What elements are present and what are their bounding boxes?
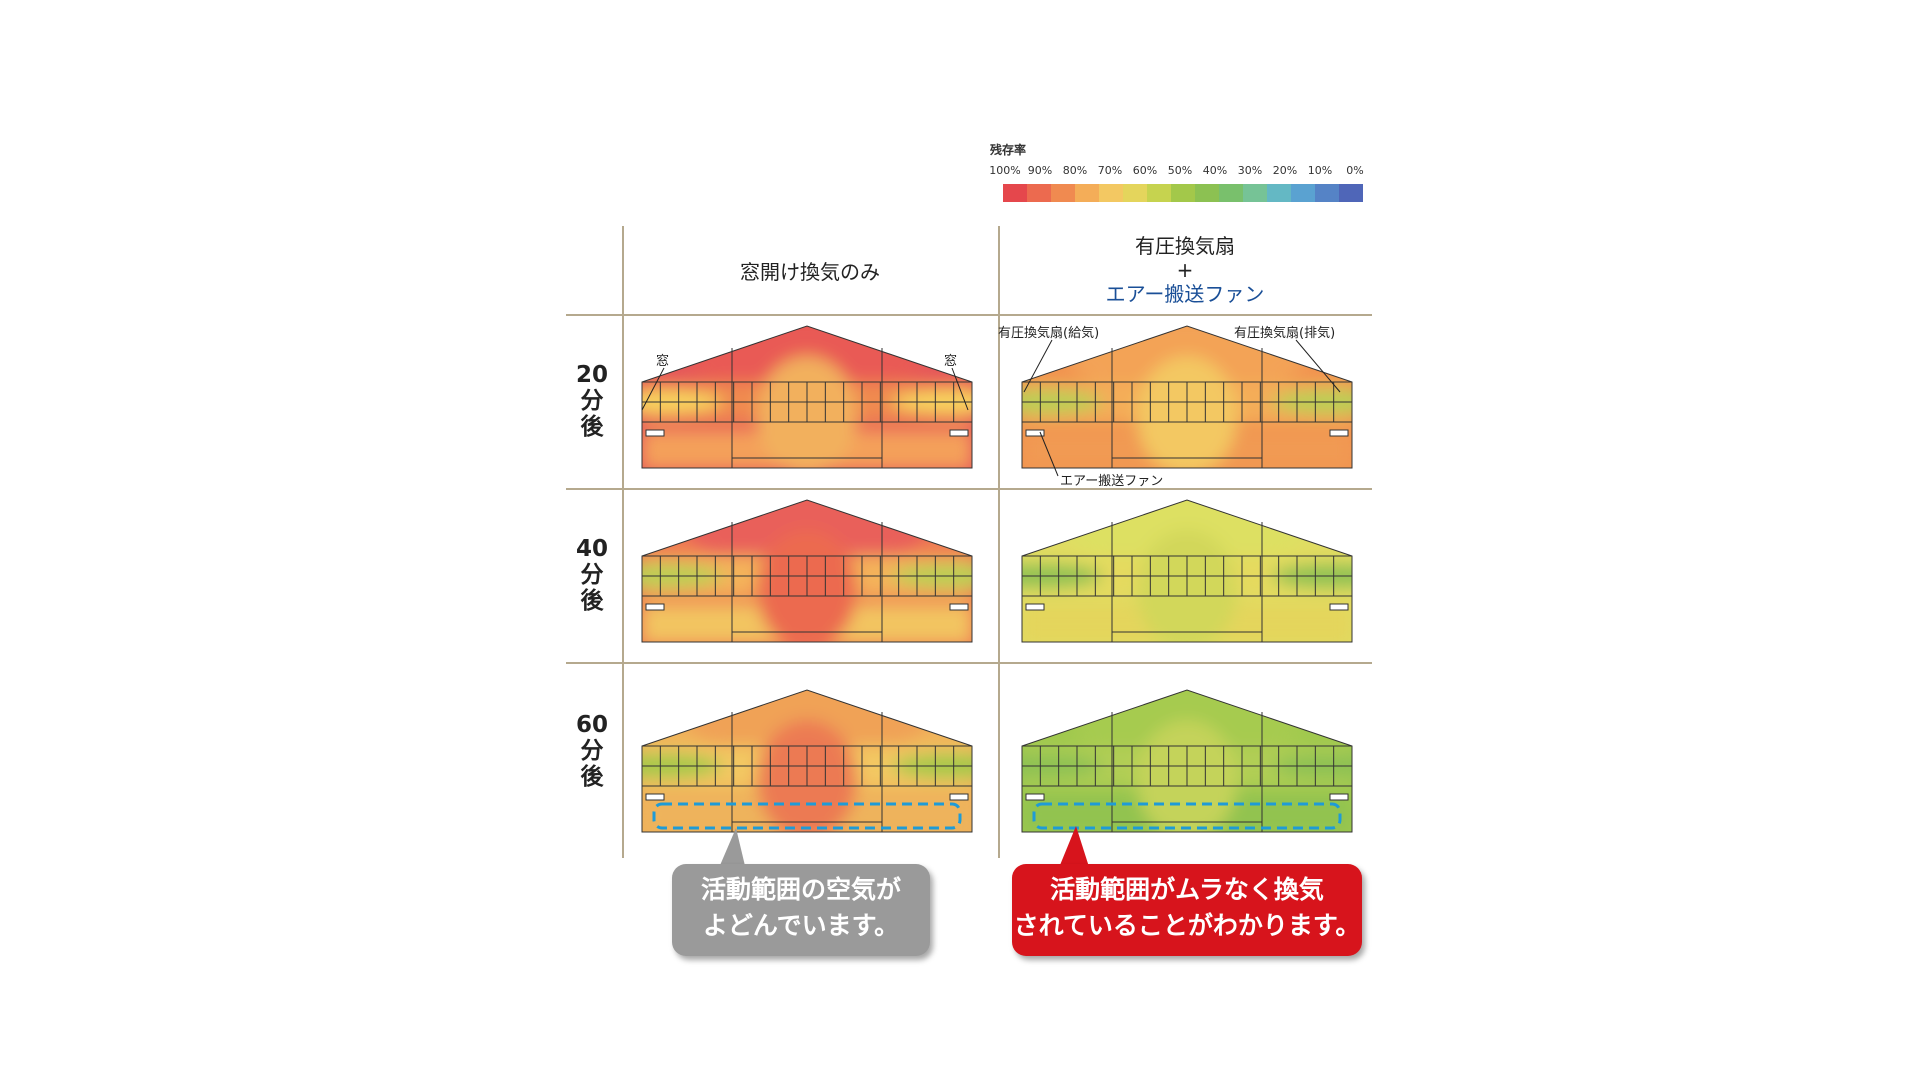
annotation-window-left: 窓 — [656, 354, 670, 369]
heatmap-panel — [641, 499, 973, 643]
column-header-left: 窓開け換気のみ — [740, 260, 880, 284]
legend-color-swatch — [1147, 184, 1171, 202]
legend-color-swatch — [1171, 184, 1195, 202]
legend-color-swatch — [1291, 184, 1315, 202]
legend-tick-label: 70% — [1097, 164, 1123, 177]
callout-right-line2: されていることがわかります。 — [1013, 911, 1361, 940]
callout-stagnant-air: 活動範囲の空気が よどんでいます。 — [672, 864, 930, 956]
heatmap-panel — [641, 689, 973, 833]
callout-left-line2: よどんでいます。 — [702, 911, 900, 940]
legend-color-swatch — [1267, 184, 1291, 202]
legend-tick-label: 60% — [1132, 164, 1158, 177]
legend-color-swatch — [1099, 184, 1123, 202]
heatmap-panel — [1021, 325, 1353, 469]
annotation-air-fan: エアー搬送ファン — [1060, 474, 1164, 489]
legend-color-scale — [1003, 184, 1363, 202]
legend-tick-labels: 100% 90% 80% 70% 60% 50% 40% 30% 20% 10% 0% — [989, 164, 1375, 180]
legend-tick-label: 80% — [1062, 164, 1088, 177]
legend-color-swatch — [1123, 184, 1147, 202]
row-label-20: 20 分後 — [572, 362, 612, 440]
legend-tick-label: 0% — [1346, 164, 1364, 177]
legend-tick-label: 50% — [1167, 164, 1193, 177]
grid-hline-3 — [566, 662, 1372, 664]
legend-tick-label: 20% — [1272, 164, 1298, 177]
column-header-right-plus: + — [1176, 258, 1194, 282]
legend-tick-label: 100% — [989, 164, 1021, 177]
grid-hline-2 — [566, 488, 1372, 490]
column-header-right-line2: エアー搬送ファン — [1105, 282, 1265, 306]
legend-color-swatch — [1195, 184, 1219, 202]
grid-vline-middle — [998, 226, 1000, 858]
legend-title: 残存率 — [990, 143, 1027, 157]
heatmap-panel — [1021, 499, 1353, 643]
annotation-fan-exhaust: 有圧換気扇(排気) — [1234, 326, 1336, 341]
annotation-fan-supply: 有圧換気扇(給気) — [998, 326, 1100, 341]
row-label-60-text: 60 分後 — [575, 712, 608, 790]
legend-color-swatch — [1051, 184, 1075, 202]
legend-color-swatch — [1339, 184, 1363, 202]
legend-color-swatch — [1027, 184, 1051, 202]
callout-right-line1: 活動範囲がムラなく換気 — [1050, 875, 1324, 904]
row-label-20-text: 20 分後 — [575, 362, 608, 440]
legend-tick-label: 10% — [1307, 164, 1333, 177]
legend-tick-label: 90% — [1027, 164, 1053, 177]
legend-color-swatch — [1003, 184, 1027, 202]
legend-color-swatch — [1243, 184, 1267, 202]
column-header-right-line1: 有圧換気扇 — [1135, 234, 1235, 258]
callout-even-ventilation: 活動範囲がムラなく換気 されていることがわかります。 — [1012, 864, 1362, 956]
legend-color-swatch — [1075, 184, 1099, 202]
legend-color-swatch — [1219, 184, 1243, 202]
legend-tick-label: 40% — [1202, 164, 1228, 177]
heatmap-panel — [1021, 689, 1353, 833]
legend-tick-label: 30% — [1237, 164, 1263, 177]
row-label-60: 60 分後 — [572, 712, 612, 790]
legend-color-swatch — [1315, 184, 1339, 202]
row-label-40: 40 分後 — [572, 536, 612, 614]
callout-left-line1: 活動範囲の空気が — [700, 875, 901, 904]
column-header-right: 有圧換気扇 + エアー搬送ファン — [1005, 234, 1365, 306]
row-label-40-text: 40 分後 — [575, 536, 608, 614]
annotation-window-right: 窓 — [944, 354, 958, 369]
heatmap-panel — [641, 325, 973, 469]
grid-hline-1 — [566, 314, 1372, 316]
grid-vline-left — [622, 226, 624, 858]
